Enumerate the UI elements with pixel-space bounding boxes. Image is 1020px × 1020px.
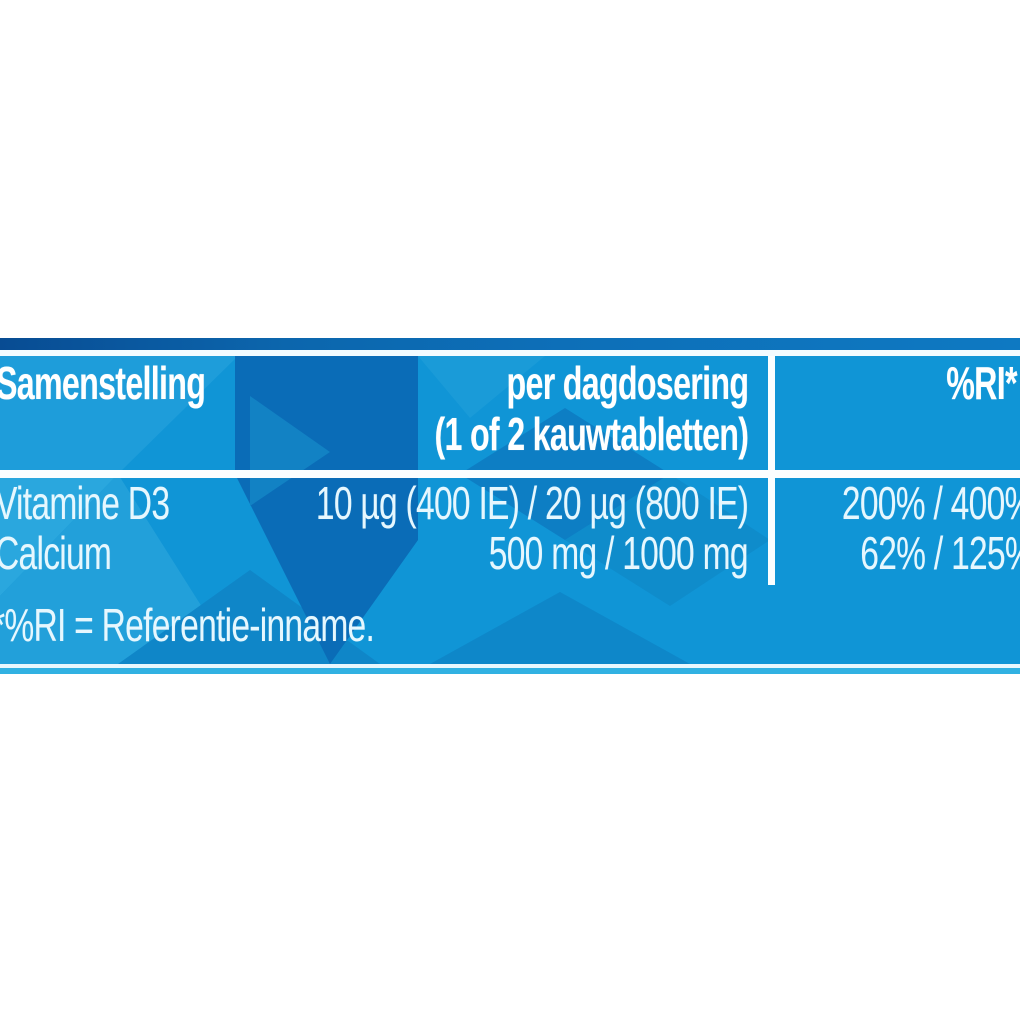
table-row-vitamine-d3-amount: 10 µg (400 IE) / 20 µg (800 IE) bbox=[156, 477, 749, 529]
banner-bottom-line-white bbox=[0, 664, 1020, 668]
row2-ri-text: 62% / 125% bbox=[860, 527, 1020, 579]
row1-name-text: Vitamine D3 bbox=[0, 477, 170, 529]
footnote-text: *%RI = Referentie-inname. bbox=[0, 599, 375, 651]
column-header-composition: Samenstelling bbox=[0, 358, 295, 409]
column-header-ri: %RI* bbox=[916, 358, 1017, 409]
banner-bottom-line-cyan bbox=[0, 668, 1020, 674]
table-row-vitamine-d3-ri: 200% / 400% bbox=[771, 478, 1020, 528]
per-dose-line1: per dagdosering bbox=[506, 357, 748, 409]
table-column-divider bbox=[768, 356, 775, 585]
row1-ri-text: 200% / 400% bbox=[842, 477, 1020, 529]
column-header-per-dose-lines: per dagdosering (1 of 2 kauwtabletten) bbox=[434, 357, 749, 460]
table-row-vitamine-d3-name: Vitamine D3 bbox=[0, 478, 234, 528]
table-row-calcium-amount: 500 mg / 1000 mg bbox=[393, 527, 749, 579]
column-header-ri-label: %RI* bbox=[946, 357, 1017, 409]
row2-name-text: Calcium bbox=[0, 527, 112, 579]
footnote: *%RI = Referentie-inname. bbox=[0, 600, 515, 650]
table-row-calcium-name: Calcium bbox=[0, 528, 154, 578]
table-row-divider bbox=[0, 470, 1020, 478]
column-header-per-dose: per dagdosering (1 of 2 kauwtabletten) bbox=[300, 357, 749, 460]
row1-amount-text: 10 µg (400 IE) / 20 µg (800 IE) bbox=[315, 477, 749, 529]
banner-top-strip bbox=[0, 338, 1020, 350]
supplement-facts-banner: Samenstelling per dagdosering (1 of 2 ka… bbox=[0, 338, 1020, 674]
column-header-composition-label: Samenstelling bbox=[0, 357, 206, 409]
banner-top-line bbox=[0, 350, 1020, 356]
row2-amount-text: 500 mg / 1000 mg bbox=[488, 527, 749, 579]
per-dose-line2: (1 of 2 kauwtabletten) bbox=[434, 408, 749, 460]
table-row-calcium-ri: 62% / 125% bbox=[796, 528, 1020, 578]
